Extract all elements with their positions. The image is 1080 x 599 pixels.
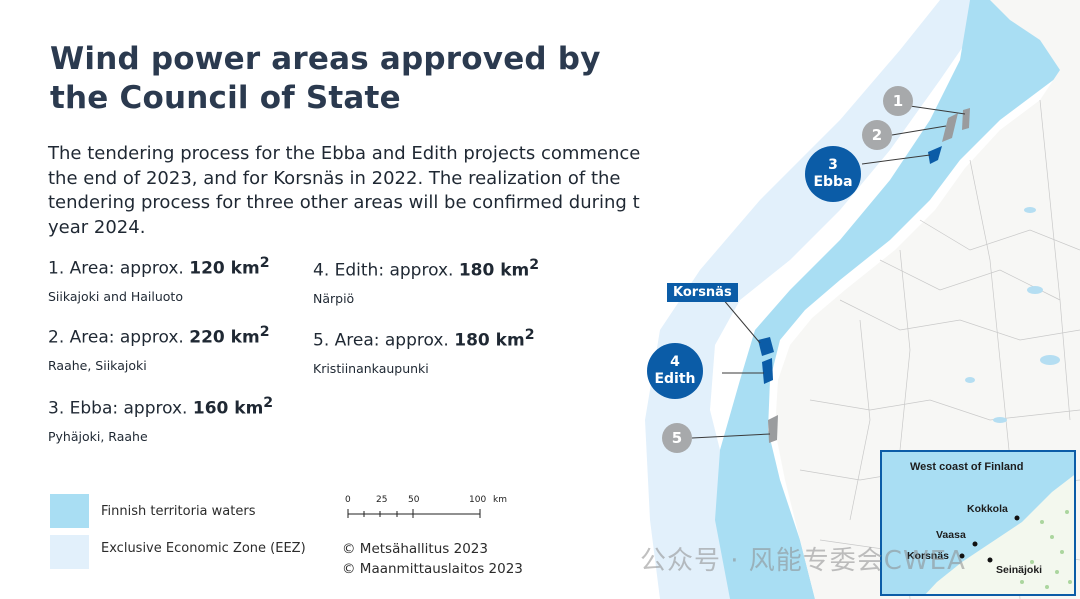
title-line-2: the Council of State [50, 80, 401, 116]
callout-4-number: 4 [670, 354, 680, 370]
scale-tick-25: 25 [376, 495, 387, 505]
area-2-location: Raahe, Siikajoki [48, 357, 147, 373]
area-4-location: Närpiö [313, 290, 355, 306]
area-1-location: Siikajoki and Hailuoto [48, 288, 183, 304]
area-5-sup: 2 [524, 327, 535, 343]
area-4-sup: 2 [529, 257, 540, 273]
area-1-sup: 2 [259, 255, 270, 271]
scale-bar: 0 25 50 100 km [345, 495, 507, 518]
legend-swatch-eez [50, 535, 89, 569]
area-4-value: 180 km [458, 260, 530, 281]
credit-metsahallitus: © Metsähallitus 2023 [342, 541, 488, 557]
legend-label-eez: Exclusive Economic Zone (EEZ) [101, 541, 306, 556]
coast-map [640, 0, 1080, 599]
inset-city-seinajoki: Seinäjoki [996, 564, 1043, 576]
area-5: 5. Area: approx. 180 km2 Kristiinankaupu… [313, 324, 535, 376]
inset-map: West coast of Finland Kokkola Vaasa Kors… [880, 450, 1076, 596]
area-3-shape [928, 146, 942, 164]
callout-area-1: 1 [883, 86, 913, 116]
inset-city-korsnas: Korsnäs [907, 550, 950, 562]
area-2-value: 220 km [189, 327, 260, 348]
credits: © Metsähallitus 2023 © Maanmittauslaitos… [342, 539, 523, 579]
legend-label-territorial: Finnish territoria waters [101, 504, 256, 519]
credit-maanmittauslaitos: © Maanmittauslaitos 2023 [342, 561, 523, 577]
area-1: 1. Area: approx. 120 km2 Siikajoki and H… [48, 252, 270, 304]
area-3-prefix: 3. Ebba: approx. [48, 398, 193, 419]
area-2-prefix: 2. Area: approx. [48, 327, 190, 348]
area-3-sup: 2 [263, 395, 274, 411]
inset-city-vaasa: Vaasa [936, 529, 966, 541]
callout-3-name: Ebba [813, 174, 853, 190]
scale-tick-0: 0 [345, 495, 351, 505]
area-3-location: Pyhäjoki, Raahe [48, 428, 148, 444]
callout-area-3-ebba: 3 Ebba [805, 146, 861, 202]
intro-paragraph: The tendering process for the Ebba and E… [48, 143, 676, 238]
area-3-value: 160 km [192, 398, 264, 419]
inset-map-graphic [882, 452, 1074, 594]
area-2-sup: 2 [259, 324, 270, 340]
area-3: 3. Ebba: approx. 160 km2 Pyhäjoki, Raahe [48, 392, 273, 444]
leader-lines [691, 105, 966, 439]
korsnas-shape [758, 337, 774, 356]
area-5-shape [768, 415, 778, 443]
area-2-shape [942, 113, 958, 142]
area-4-prefix: 4. Edith: approx. [313, 260, 459, 281]
land-mass [775, 0, 1080, 599]
area-1-value: 120 km [189, 258, 260, 279]
inset-title: West coast of Finland [910, 461, 1024, 473]
callout-area-4-edith: 4 Edith [647, 343, 703, 399]
area-4: 4. Edith: approx. 180 km2 Närpiö [313, 254, 539, 306]
area-5-prefix: 5. Area: approx. [313, 330, 455, 351]
callout-area-5: 5 [662, 423, 692, 453]
area-1-prefix: 1. Area: approx. [48, 258, 190, 279]
area-5-location: Kristiinankaupunki [313, 360, 429, 376]
scale-unit: km [493, 495, 507, 505]
scale-tick-50: 50 [408, 495, 420, 505]
callout-3-number: 3 [828, 157, 838, 173]
legend-swatch-territorial [50, 494, 89, 528]
callout-area-2: 2 [862, 120, 892, 150]
callout-4-name: Edith [654, 371, 696, 387]
watermark: 公众号 · 风能专委会CWEA [640, 546, 966, 576]
area-1-shape [962, 108, 970, 130]
page-title: Wind power areas approved by the Council… [50, 40, 610, 118]
inset-city-kokkola: Kokkola [967, 503, 1008, 515]
scale-tick-100: 100 [469, 495, 486, 505]
korsnas-tag: Korsnäs [667, 283, 738, 302]
territorial-waters [715, 0, 1080, 599]
title-line-1: Wind power areas approved by [50, 41, 601, 77]
area-4-shape [762, 358, 773, 384]
area-2: 2. Area: approx. 220 km2 Raahe, Siikajok… [48, 321, 270, 373]
area-5-value: 180 km [454, 330, 525, 351]
